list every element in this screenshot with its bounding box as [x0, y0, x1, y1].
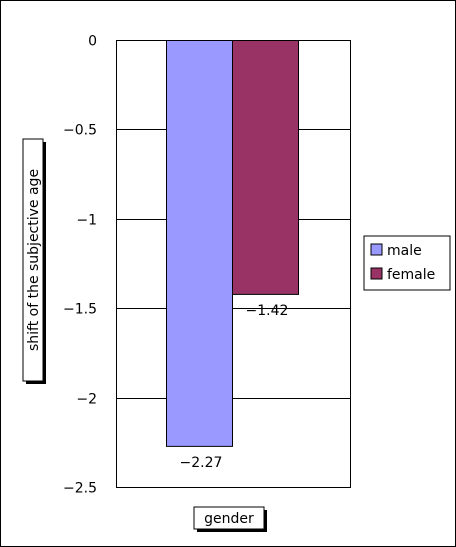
legend: male female: [363, 235, 451, 291]
data-label-male: −2.27: [180, 455, 223, 471]
y-axis-title: shift of the subjective age: [22, 138, 46, 384]
y-axis-title-text: shift of the subjective age: [26, 169, 42, 351]
x-axis-title-text: gender: [204, 511, 254, 527]
y-tick-label: −0.5: [63, 123, 97, 139]
y-tick-label: −1: [76, 213, 97, 229]
y-tick-label: −1.5: [63, 302, 97, 318]
plot-area-border: [116, 40, 351, 488]
y-axis-title-box: [22, 138, 44, 382]
legend-label-male: male: [387, 243, 422, 259]
bar-female: [232, 40, 299, 295]
bar-male: [166, 40, 233, 447]
legend-swatch-male: [370, 243, 383, 256]
x-axis-title-box: [193, 506, 265, 530]
y-tick-label: 0: [88, 34, 97, 50]
data-labels: −2.27 −1.42: [180, 303, 289, 471]
data-label-female: −1.42: [246, 303, 289, 319]
y-tick-label: −2.5: [63, 481, 97, 497]
y-tick-labels: 0 −0.5 −1 −1.5 −2 −2.5: [63, 34, 97, 497]
bars: [166, 40, 299, 447]
y-tick-label: −2: [76, 392, 97, 408]
legend-label-female: female: [387, 267, 435, 283]
x-axis-title: gender: [193, 506, 267, 532]
legend-swatch-female: [370, 267, 383, 280]
plot-frame: [116, 40, 351, 488]
